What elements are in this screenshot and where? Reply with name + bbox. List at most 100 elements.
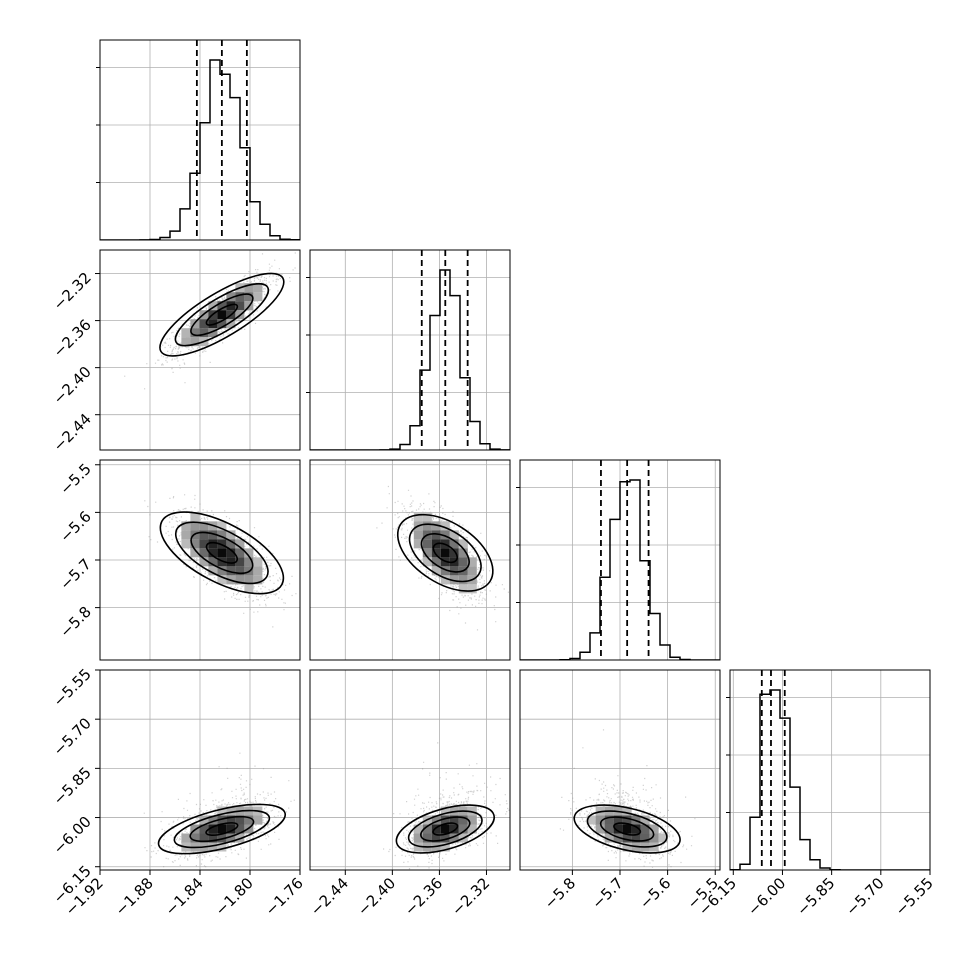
density-cell <box>422 824 432 834</box>
density-cell <box>253 575 263 585</box>
density-cell <box>208 842 218 852</box>
density-cell <box>440 833 450 843</box>
density-cell <box>190 833 200 843</box>
contour-line <box>189 815 255 843</box>
density-cell <box>208 548 218 558</box>
density-cell <box>217 521 227 531</box>
density-cell <box>440 575 450 585</box>
density-cell <box>244 292 254 302</box>
density-cell <box>440 806 450 816</box>
contour-line <box>205 822 239 836</box>
density-cell <box>458 824 468 834</box>
density-cell <box>199 521 209 531</box>
density-cell <box>208 833 218 843</box>
density-cell <box>440 521 450 531</box>
panel-2d-2-0 <box>99 459 301 661</box>
density-cell <box>244 584 254 594</box>
density-cell <box>622 806 632 816</box>
density-cell <box>631 824 641 834</box>
density-cell <box>217 310 227 320</box>
contour-line <box>407 810 483 848</box>
y-tick-label: −5.8 <box>56 603 94 641</box>
y-tick-label: −2.44 <box>50 410 95 455</box>
contour-line <box>174 521 269 585</box>
density-cell <box>613 815 623 825</box>
density-cell <box>604 815 614 825</box>
density-cell <box>217 842 227 852</box>
x-tick-label: −1.80 <box>212 874 257 919</box>
y-tick-label: −5.85 <box>50 763 95 808</box>
density-cell <box>244 575 254 585</box>
density-cell <box>217 806 227 816</box>
x-tick-label: −5.55 <box>892 874 937 919</box>
histogram-step <box>730 689 930 870</box>
density-cell <box>440 548 450 558</box>
density-cell <box>244 283 254 293</box>
density-cell <box>431 557 441 567</box>
density-cell <box>431 548 441 558</box>
density-cell <box>199 548 209 558</box>
panel-2d-3-1 <box>309 669 511 871</box>
density-cell <box>658 833 668 843</box>
density-cell <box>217 548 227 558</box>
density-cell <box>449 539 459 549</box>
contour-line <box>573 804 681 854</box>
x-tick-label: −2.40 <box>354 874 399 919</box>
contour-line <box>599 816 655 842</box>
density-cell <box>458 539 468 549</box>
x-tick-label: −2.32 <box>448 874 493 919</box>
density-cell <box>413 833 423 843</box>
y-tick-label: −5.7 <box>56 555 94 593</box>
density-cell <box>217 824 227 834</box>
contour-line <box>174 282 270 347</box>
density-cell <box>640 833 650 843</box>
density-cell <box>181 521 191 531</box>
panel-hist-0 <box>96 39 301 241</box>
density-cell <box>190 328 200 338</box>
contour-line <box>396 513 494 592</box>
density-cell <box>422 512 432 522</box>
density-cell <box>226 566 236 576</box>
density-cell <box>235 301 245 311</box>
contour-line <box>173 809 271 849</box>
density-cell <box>199 833 209 843</box>
density-cell <box>208 301 218 311</box>
density-cell <box>244 815 254 825</box>
density-cell <box>413 824 423 834</box>
density-cell <box>431 815 441 825</box>
density-cell <box>235 824 245 834</box>
density-cell <box>413 539 423 549</box>
density-cell <box>226 319 236 329</box>
density-cell <box>181 833 191 843</box>
panel-frame <box>309 459 511 661</box>
density-cell <box>440 824 450 834</box>
density-cell <box>190 337 200 347</box>
y-tick-label: −6.00 <box>50 813 95 858</box>
density-cell <box>449 530 459 540</box>
density-cell <box>467 566 477 576</box>
density-cell <box>413 530 423 540</box>
density-cell <box>449 815 459 825</box>
panel-2d-3-0 <box>99 669 301 871</box>
density-cell <box>595 815 605 825</box>
density-cell <box>208 815 218 825</box>
density-cell <box>467 806 477 816</box>
density-cell <box>440 530 450 540</box>
density-cell <box>226 833 236 843</box>
panel-2d-3-2 <box>519 669 721 871</box>
contour-line <box>205 541 239 564</box>
density-cell <box>181 539 191 549</box>
panel-frame <box>519 459 721 661</box>
density-cell <box>217 530 227 540</box>
density-cell <box>226 539 236 549</box>
density-cell <box>449 548 459 558</box>
density-cell <box>217 815 227 825</box>
x-tick-label: −2.44 <box>307 874 352 919</box>
density-cell <box>217 557 227 567</box>
density-cell <box>458 815 468 825</box>
panel-2d-2-1 <box>309 459 511 661</box>
density-cell <box>181 337 191 347</box>
x-tick-label: −2.36 <box>401 874 446 919</box>
density-cell <box>235 557 245 567</box>
contour-line <box>159 511 285 595</box>
